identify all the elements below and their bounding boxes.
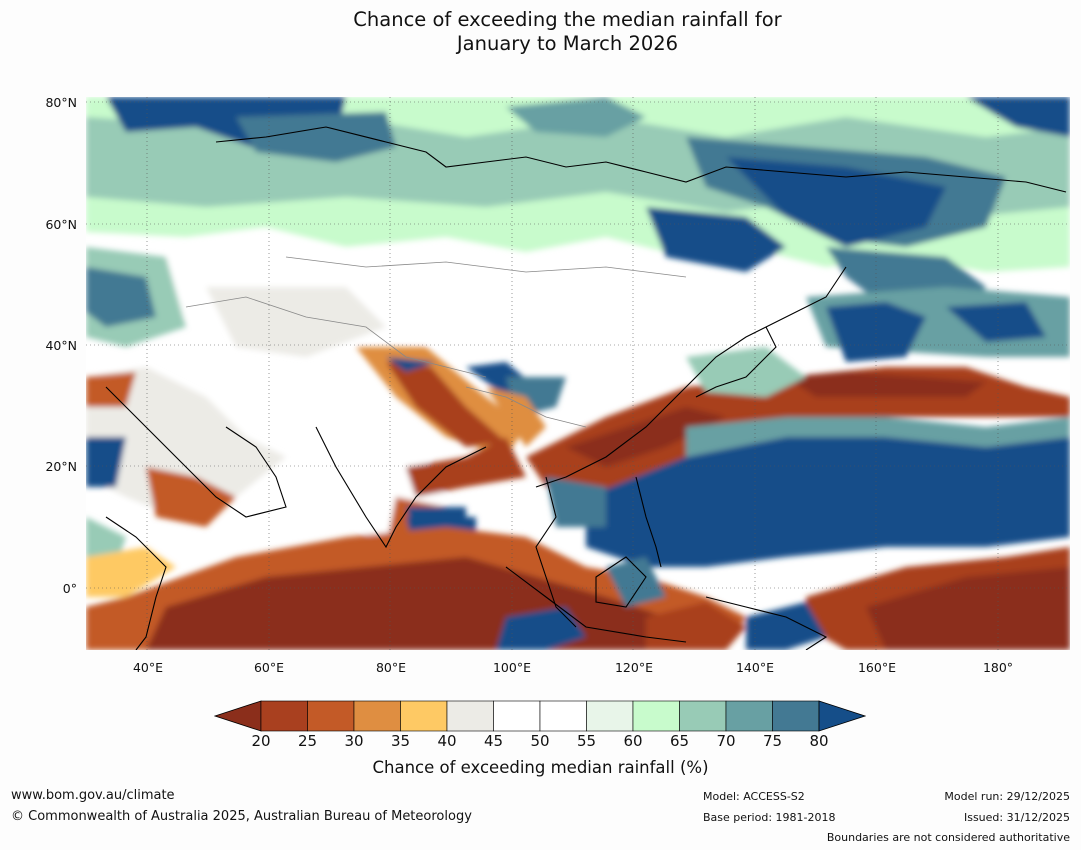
colorbar-tick-label: 45 [483,732,504,750]
colorbar-extend-high [818,700,866,732]
colorbar-tick-label: 40 [437,732,457,750]
colorbar-title: Chance of exceeding median rainfall (%) [372,758,709,777]
lat-label-0: 0° [62,581,77,596]
lon-label-160e: 160°E [857,660,896,675]
colorbar-tick-label: 70 [716,732,736,750]
colorbar-segment [725,700,773,732]
colorbar-segment [632,700,680,732]
colorbar-segment [353,700,401,732]
colorbar-segment [679,700,727,732]
coastlines [105,126,1067,650]
colorbar-tick-label: 30 [344,732,364,750]
chart-title: Chance of exceeding the median rainfall … [0,8,1081,56]
title-line-2: January to March 2026 [456,32,679,55]
lon-label-80e: 80°E [375,660,407,675]
lat-label-40n: 40°N [45,338,77,353]
rainfall-field [86,97,1070,650]
colorbar-segment [539,700,587,732]
lon-label-40e: 40°E [132,660,164,675]
lon-label-60e: 60°E [253,660,285,675]
lon-label-140e: 140°E [735,660,774,675]
colorbar-tick-label: 55 [576,732,597,750]
lon-label-180: 180° [982,660,1014,675]
colorbar-segment [586,700,634,732]
colorbar-segment [446,700,494,732]
country-boundaries [185,256,687,428]
colorbar-tick-label: 80 [809,732,829,750]
graticule [86,97,1070,650]
colorbar-segment [260,700,308,732]
rainfall-map [86,97,1070,650]
colorbar-extend-low [214,700,262,732]
colorbar-segment [400,700,448,732]
footer-model-run: Model run: 29/12/2025 [944,790,1070,803]
footer-issued: Issued: 31/12/2025 [963,811,1070,824]
title-line-1: Chance of exceeding the median rainfall … [353,8,782,31]
colorbar-tick-label: 50 [530,732,550,750]
colorbar-segment [772,700,820,732]
colorbar-tick-label: 25 [297,732,318,750]
colorbar-segment [493,700,541,732]
footer-base-period: Base period: 1981-2018 [703,811,836,824]
footer-url[interactable]: www.bom.gov.au/climate [11,788,175,803]
lat-label-80n: 80°N [45,95,77,110]
colorbar-segment [307,700,355,732]
colorbar-tick-label: 60 [623,732,643,750]
colorbar-tick-label: 35 [390,732,411,750]
colorbar-tick-label: 65 [669,732,690,750]
colorbar-tick-label: 75 [762,732,783,750]
lat-label-60n: 60°N [45,217,77,232]
map-svg [86,97,1070,650]
lon-label-120e: 120°E [614,660,653,675]
footer-model: Model: ACCESS-S2 [703,790,805,803]
footer-disclaimer: Boundaries are not considered authoritat… [826,831,1070,844]
footer-copyright: © Commonwealth of Australia 2025, Austra… [11,809,472,824]
colorbar [214,700,866,732]
lon-label-100e: 100°E [492,660,531,675]
lat-label-20n: 20°N [45,459,77,474]
colorbar-tick-label: 20 [251,732,271,750]
